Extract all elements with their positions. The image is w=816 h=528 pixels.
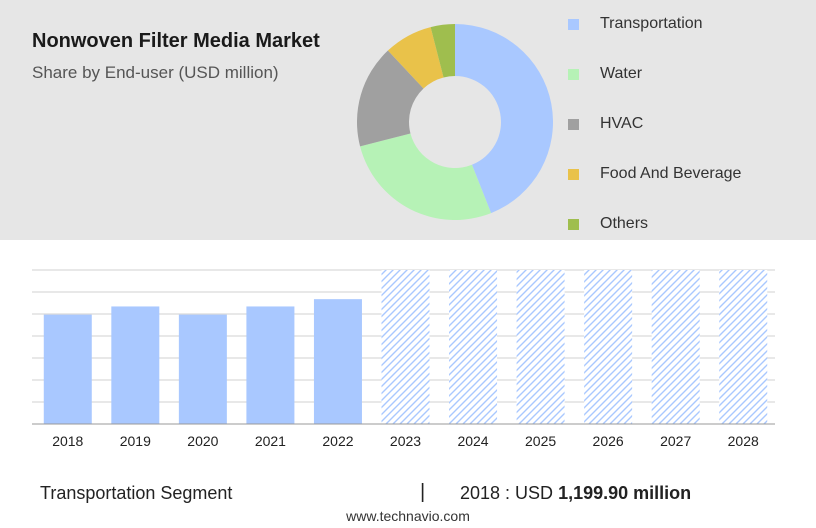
x-tick-label: 2025: [525, 433, 556, 449]
legend-label: Food And Beverage: [600, 165, 742, 182]
x-tick-label: 2024: [457, 433, 488, 449]
segment-value-amount: 1,199.90 million: [558, 483, 692, 503]
x-tick-label: 2020: [187, 433, 218, 449]
legend-swatch: [568, 119, 579, 130]
chart-subtitle: Share by End-user (USD million): [32, 63, 279, 82]
website-link[interactable]: www.technavio.com: [346, 508, 470, 524]
legend-label: Transportation: [600, 15, 703, 32]
x-tick-label: 2028: [728, 433, 759, 449]
legend-label: Water: [600, 65, 643, 82]
bar-2027: [651, 270, 700, 424]
legend-swatch: [568, 19, 579, 30]
x-tick-label: 2018: [52, 433, 83, 449]
bar-chart: 2018 2019 2020 2021 2022 2023 2024 2025 2026 2027…: [32, 269, 775, 449]
chart-title: Nonwoven Filter Media Market: [32, 30, 320, 52]
donut-slice-food-and-beverage: [387, 27, 444, 89]
donut-chart: [357, 24, 553, 220]
donut-slice-transportation: [455, 24, 553, 214]
legend-swatch: [568, 69, 579, 80]
footer-separator: |: [420, 481, 426, 503]
x-tick-label: 2022: [322, 433, 353, 449]
bar-2020: [178, 314, 227, 424]
x-tick-label: 2019: [120, 433, 151, 449]
x-tick-label: 2021: [255, 433, 286, 449]
bar-2028: [719, 270, 768, 424]
bar-2024: [449, 270, 498, 424]
donut-slice-water: [360, 133, 492, 220]
legend-swatch: [568, 169, 579, 180]
bar-2023: [381, 270, 430, 424]
x-tick-label: 2026: [593, 433, 624, 449]
donut-slice-others: [430, 24, 455, 78]
bar-2022: [313, 299, 362, 424]
x-tick-label: 2023: [390, 433, 421, 449]
legend-label: HVAC: [600, 115, 644, 132]
bar-2019: [111, 306, 160, 424]
segment-value: 2018 : USD 1,199.90 million: [460, 483, 691, 504]
bar-2026: [584, 270, 633, 424]
legend-label: Others: [600, 215, 649, 232]
segment-label: Transportation Segment: [40, 483, 233, 503]
bar-2021: [246, 306, 295, 424]
bar-2018: [43, 314, 92, 424]
x-tick-label: 2027: [660, 433, 691, 449]
legend-swatch: [568, 219, 579, 230]
bar-2025: [516, 270, 565, 424]
segment-value-prefix: 2018 : USD: [460, 483, 554, 503]
donut-slice-hvac: [357, 50, 424, 147]
